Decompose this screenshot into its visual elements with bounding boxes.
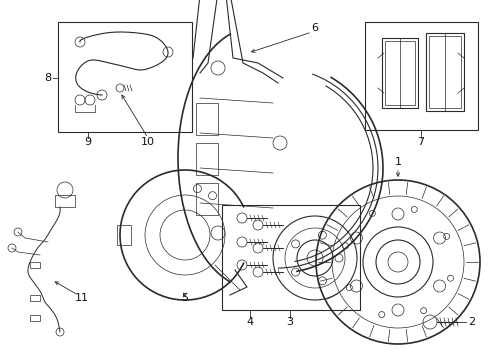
Text: 7: 7 (417, 137, 424, 147)
Bar (365, 22, 478, 130)
Text: 9: 9 (84, 137, 92, 147)
Bar (117, 225, 131, 245)
Bar (196, 143, 218, 175)
Text: 6: 6 (312, 23, 318, 33)
Bar (55, 195, 75, 207)
Bar (30, 295, 40, 301)
Text: 5: 5 (181, 293, 189, 303)
Text: 8: 8 (45, 73, 51, 83)
Text: 1: 1 (394, 157, 401, 167)
Bar (429, 36, 461, 108)
Text: 11: 11 (75, 293, 89, 303)
Bar (30, 262, 40, 268)
Text: 4: 4 (246, 317, 253, 327)
Text: 10: 10 (141, 137, 155, 147)
Text: 2: 2 (468, 317, 476, 327)
Bar (385, 41, 415, 105)
Bar (58, 22, 192, 132)
Bar (382, 38, 418, 108)
Bar (426, 33, 464, 111)
Bar (196, 103, 218, 135)
Bar (222, 205, 360, 310)
Bar (30, 315, 40, 321)
Text: 3: 3 (287, 317, 294, 327)
Bar (196, 183, 218, 215)
